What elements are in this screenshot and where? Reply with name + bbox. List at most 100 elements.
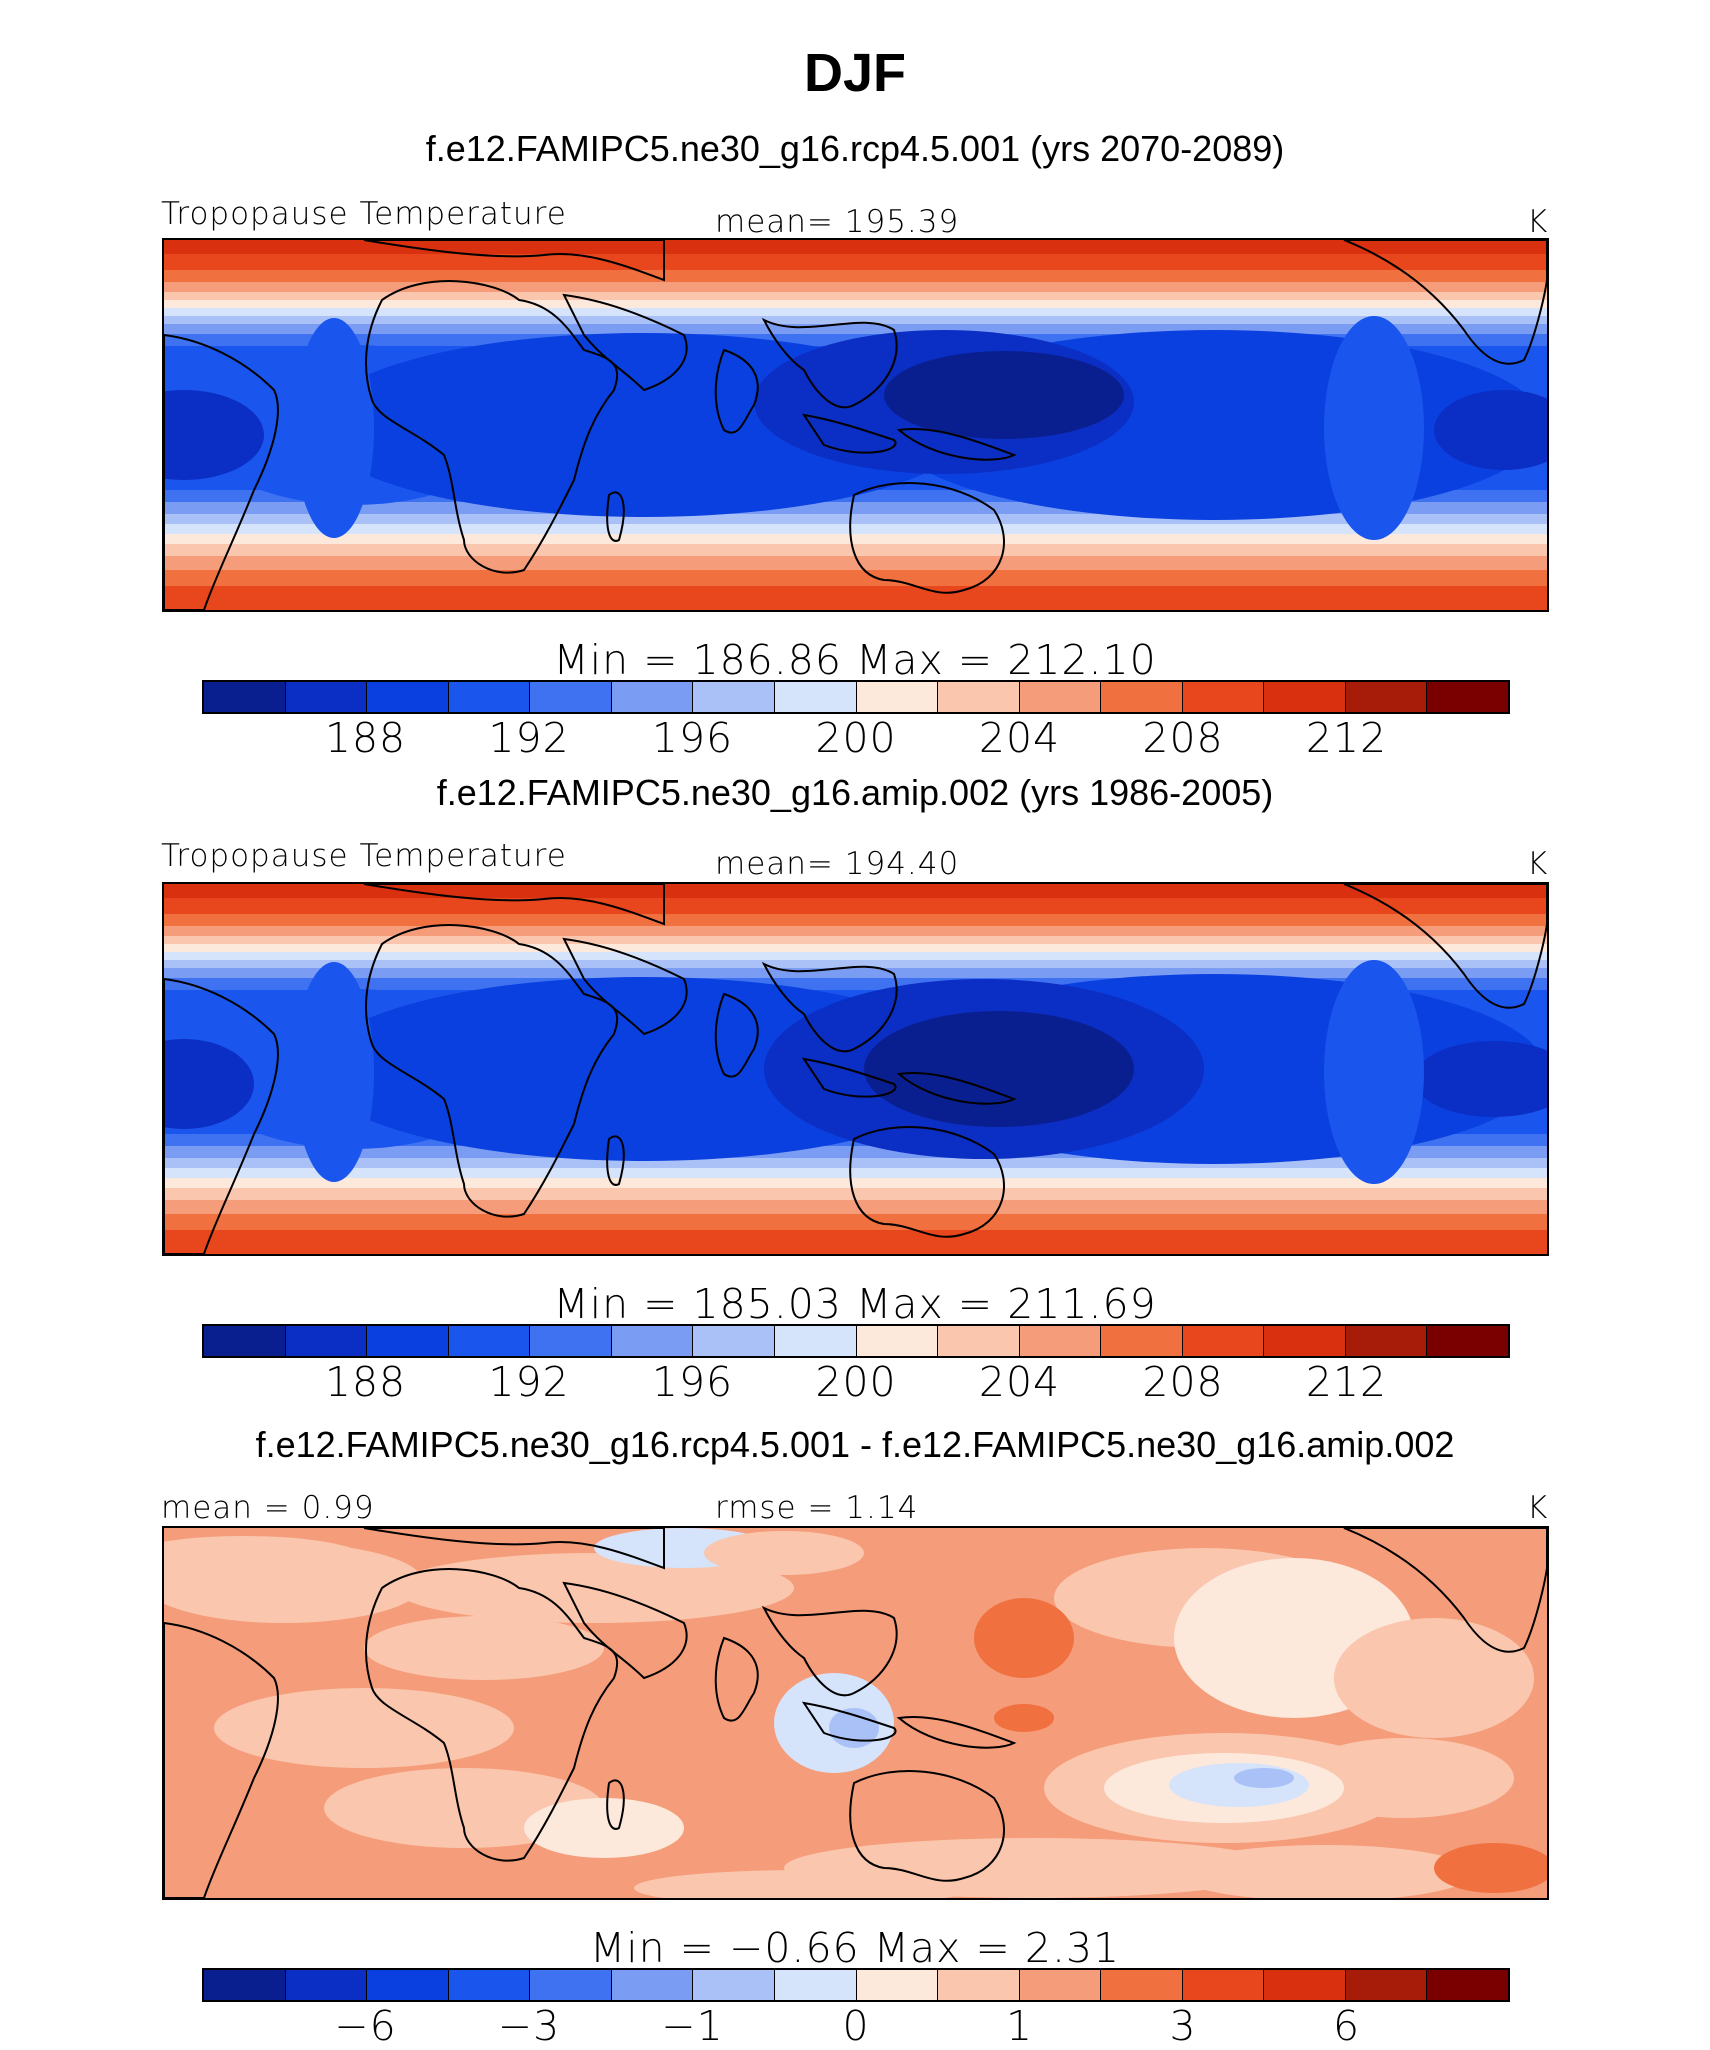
panel2-colorbar: [202, 1324, 1510, 1358]
latitude-band: [164, 1178, 1547, 1188]
latitude-band: [164, 898, 1547, 914]
colorbar-swatch: [774, 1970, 857, 2000]
panel3-title: f.e12.FAMIPC5.ne30_g16.rcp4.5.001 - f.e1…: [255, 1424, 1455, 1465]
coastline: [849, 1126, 1005, 1238]
panel1-mean-label: mean= 195.39: [715, 204, 960, 240]
colorbar-tick-label: 6: [1332, 2002, 1361, 2050]
colorbar-swatch: [611, 1970, 694, 2000]
latitude-band: [164, 324, 1547, 334]
panel2-variable-label: Tropopause Temperature: [161, 838, 567, 874]
coastline: [761, 1605, 898, 1697]
colorbar-swatch: [1101, 1326, 1183, 1356]
panel3-contour-plot: [164, 1528, 1547, 1898]
latitude-band: [164, 556, 1547, 570]
panel2-minmax: Min = 185.03 Max = 211.69: [553, 1280, 1157, 1328]
colorbar-tick-label: −3: [497, 2002, 561, 2050]
colorbar-swatch: [774, 682, 857, 712]
colorbar-tick-label: 200: [815, 1358, 897, 1406]
coastline: [363, 884, 665, 926]
latitude-band: [164, 1158, 1547, 1168]
colorbar-swatch: [693, 1970, 775, 2000]
contour-region: [1434, 390, 1547, 470]
coastline: [896, 1072, 1017, 1105]
contour-region: [1234, 1768, 1294, 1788]
contour-region: [1169, 1763, 1309, 1807]
colorbar-swatch: [693, 682, 775, 712]
colorbar-swatch: [856, 682, 939, 712]
colorbar-swatch: [1427, 682, 1508, 712]
coastline: [562, 1581, 688, 1680]
coastline: [1343, 1528, 1547, 1653]
coastline: [164, 333, 279, 610]
coastline: [801, 413, 897, 454]
colorbar-tick-label: 3: [1169, 2002, 1197, 2050]
contour-region: [294, 318, 374, 538]
colorbar-tick-label: 0: [842, 2002, 870, 2050]
panel3-colorbar: [202, 1968, 1510, 2002]
latitude-band: [164, 282, 1547, 292]
colorbar-swatch: [1345, 1970, 1428, 2000]
colorbar-tick-label: 188: [324, 1358, 407, 1406]
panel2-map: [162, 882, 1549, 1256]
contour-region: [829, 1708, 879, 1748]
contour-region: [1324, 960, 1424, 1184]
colorbar-swatch: [530, 1326, 612, 1356]
colorbar-tick-label: 192: [488, 714, 570, 762]
colorbar-tick-label: 200: [815, 714, 897, 762]
colorbar-swatch: [938, 682, 1020, 712]
colorbar-swatch: [1264, 1970, 1346, 2000]
panel1-contour-plot: [164, 240, 1547, 610]
contour-region: [214, 1688, 514, 1768]
panel2-units: K: [1527, 846, 1549, 882]
coastline: [1343, 240, 1547, 365]
colorbar-swatch: [1345, 1326, 1428, 1356]
colorbar-swatch: [1427, 1970, 1508, 2000]
colorbar-swatch: [204, 1326, 286, 1356]
latitude-band: [164, 1200, 1547, 1214]
colorbar-tick-label: 1: [1005, 2002, 1034, 2050]
contour-region: [164, 1039, 254, 1129]
colorbar-swatch: [938, 1326, 1020, 1356]
latitude-band: [164, 960, 1547, 968]
latitude-band: [164, 316, 1547, 324]
contour-region: [864, 1011, 1134, 1127]
latitude-band: [164, 586, 1547, 610]
panel3-rmse-label: rmse = 1.14: [715, 1490, 919, 1526]
colorbar-swatch: [448, 1326, 531, 1356]
latitude-band: [164, 926, 1547, 936]
latitude-band: [164, 292, 1547, 300]
colorbar-swatch: [1019, 1326, 1102, 1356]
latitude-band: [164, 570, 1547, 586]
contour-region: [704, 1531, 864, 1575]
coastline: [714, 1636, 759, 1722]
latitude-band: [164, 270, 1547, 282]
colorbar-swatch: [204, 1970, 286, 2000]
contour-region: [974, 1598, 1074, 1678]
contour-region: [1174, 1845, 1474, 1898]
coastline: [164, 977, 279, 1254]
latitude-band: [164, 300, 1547, 308]
panel1-minmax: Min = 186.86 Max = 212.10: [553, 636, 1157, 684]
latitude-band: [164, 524, 1547, 534]
colorbar-tick-label: 204: [978, 1358, 1061, 1406]
latitude-band: [164, 952, 1547, 960]
contour-region: [1434, 1843, 1547, 1893]
colorbar-swatch: [285, 1970, 368, 2000]
panel1-title: f.e12.FAMIPC5.ne30_g16.rcp4.5.001 (yrs 2…: [425, 128, 1285, 169]
coastline: [849, 482, 1005, 594]
main-title: DJF: [803, 43, 906, 103]
colorbar-tick-label: 212: [1305, 1358, 1388, 1406]
colorbar-swatch: [448, 1970, 531, 2000]
colorbar-swatch: [448, 682, 531, 712]
latitude-band: [164, 1188, 1547, 1200]
contour-region: [164, 1536, 364, 1580]
colorbar-swatch: [1264, 682, 1346, 712]
latitude-band: [164, 944, 1547, 952]
contour-region: [1324, 316, 1424, 540]
panel1-variable-label: Tropopause Temperature: [161, 196, 567, 232]
colorbar-swatch: [611, 1326, 694, 1356]
colorbar-swatch: [1019, 1970, 1102, 2000]
panel1-colorbar: [202, 680, 1510, 714]
coastline: [606, 491, 625, 542]
colorbar-swatch: [1182, 1970, 1265, 2000]
